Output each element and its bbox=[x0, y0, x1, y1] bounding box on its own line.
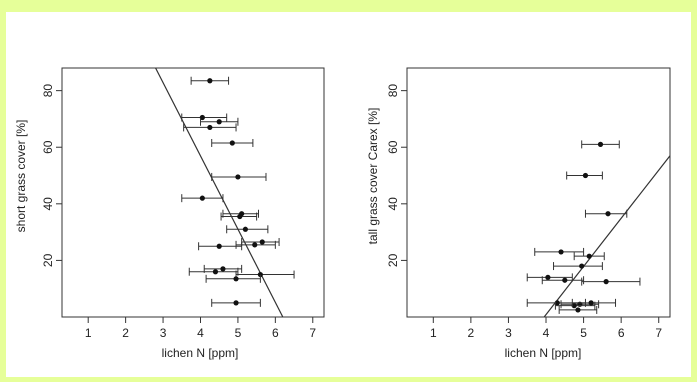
left-y-tick-label: 40 bbox=[41, 197, 55, 211]
right-x-tick-label: 1 bbox=[430, 326, 437, 340]
right-data-point bbox=[597, 141, 604, 147]
right-y-axis-label: tall grass cover Carex [%] bbox=[366, 108, 380, 245]
left-data-point bbox=[242, 226, 248, 232]
right-y-tick-label: 60 bbox=[386, 140, 400, 154]
right-data-point bbox=[558, 249, 564, 255]
right-x-axis-label: lichen N [ppm] bbox=[505, 346, 582, 360]
left-data-point bbox=[220, 266, 226, 272]
left-y-tick-label: 80 bbox=[41, 84, 55, 98]
left-data-point bbox=[199, 195, 205, 201]
right-data-point bbox=[575, 307, 581, 313]
right-plot-area bbox=[406, 67, 671, 318]
left-x-axis-label: lichen N [ppm] bbox=[162, 346, 239, 360]
left-x-tick-label: 6 bbox=[272, 326, 279, 340]
left-y-axis-label: short grass cover [%] bbox=[14, 120, 28, 233]
left-x-tick-label: 7 bbox=[309, 326, 316, 340]
right-data-point bbox=[554, 300, 560, 306]
chart-figure: short grass cover [%] lichen N [ppm] tal… bbox=[14, 67, 671, 360]
right-data-point bbox=[603, 279, 609, 285]
right-data-point bbox=[579, 263, 585, 269]
right-x-tick-label: 2 bbox=[468, 326, 475, 340]
right-data-point bbox=[562, 277, 568, 283]
right-x-tick-label: 4 bbox=[543, 326, 550, 340]
right-y-tick-label: 80 bbox=[386, 84, 400, 98]
left-plot-area bbox=[61, 67, 325, 318]
right-x-tick-label: 7 bbox=[655, 326, 662, 340]
left-data-point bbox=[233, 300, 239, 306]
left-data-point bbox=[199, 114, 205, 121]
right-data-point bbox=[582, 172, 589, 179]
left-fit-line bbox=[155, 68, 284, 317]
left-data-point bbox=[252, 242, 258, 248]
right-data-point bbox=[586, 253, 592, 259]
right-y-tick-label: 20 bbox=[386, 253, 400, 267]
left-y-tick-label: 20 bbox=[41, 253, 55, 267]
right-fit-line bbox=[543, 155, 670, 317]
left-data-point bbox=[216, 243, 222, 249]
left-data-point bbox=[257, 271, 263, 278]
right-data-point bbox=[588, 300, 594, 306]
left-y-tick-label: 60 bbox=[41, 140, 55, 154]
right-y-tick-label: 40 bbox=[386, 197, 400, 211]
right-data-point bbox=[545, 274, 551, 280]
left-data-point bbox=[212, 269, 219, 275]
left-data-point bbox=[216, 119, 222, 125]
left-x-tick-label: 4 bbox=[197, 326, 204, 340]
right-x-tick-label: 6 bbox=[618, 326, 625, 340]
left-x-tick-label: 1 bbox=[85, 326, 92, 340]
left-data-point bbox=[207, 124, 213, 131]
left-x-tick-label: 3 bbox=[160, 326, 167, 340]
right-x-tick-label: 5 bbox=[580, 326, 587, 340]
left-data-point bbox=[229, 140, 235, 146]
left-data-point bbox=[237, 213, 243, 220]
left-data-point bbox=[259, 239, 265, 245]
left-x-tick-label: 5 bbox=[235, 326, 242, 340]
figure-panel: short grass cover [%] lichen N [ppm] tal… bbox=[6, 12, 691, 377]
left-data-point bbox=[207, 78, 213, 84]
left-data-point bbox=[233, 276, 239, 282]
left-x-tick-label: 2 bbox=[122, 326, 129, 340]
right-data-point bbox=[571, 303, 577, 309]
right-x-tick-label: 3 bbox=[505, 326, 512, 340]
right-data-point bbox=[605, 211, 611, 217]
left-data-point bbox=[235, 174, 241, 180]
